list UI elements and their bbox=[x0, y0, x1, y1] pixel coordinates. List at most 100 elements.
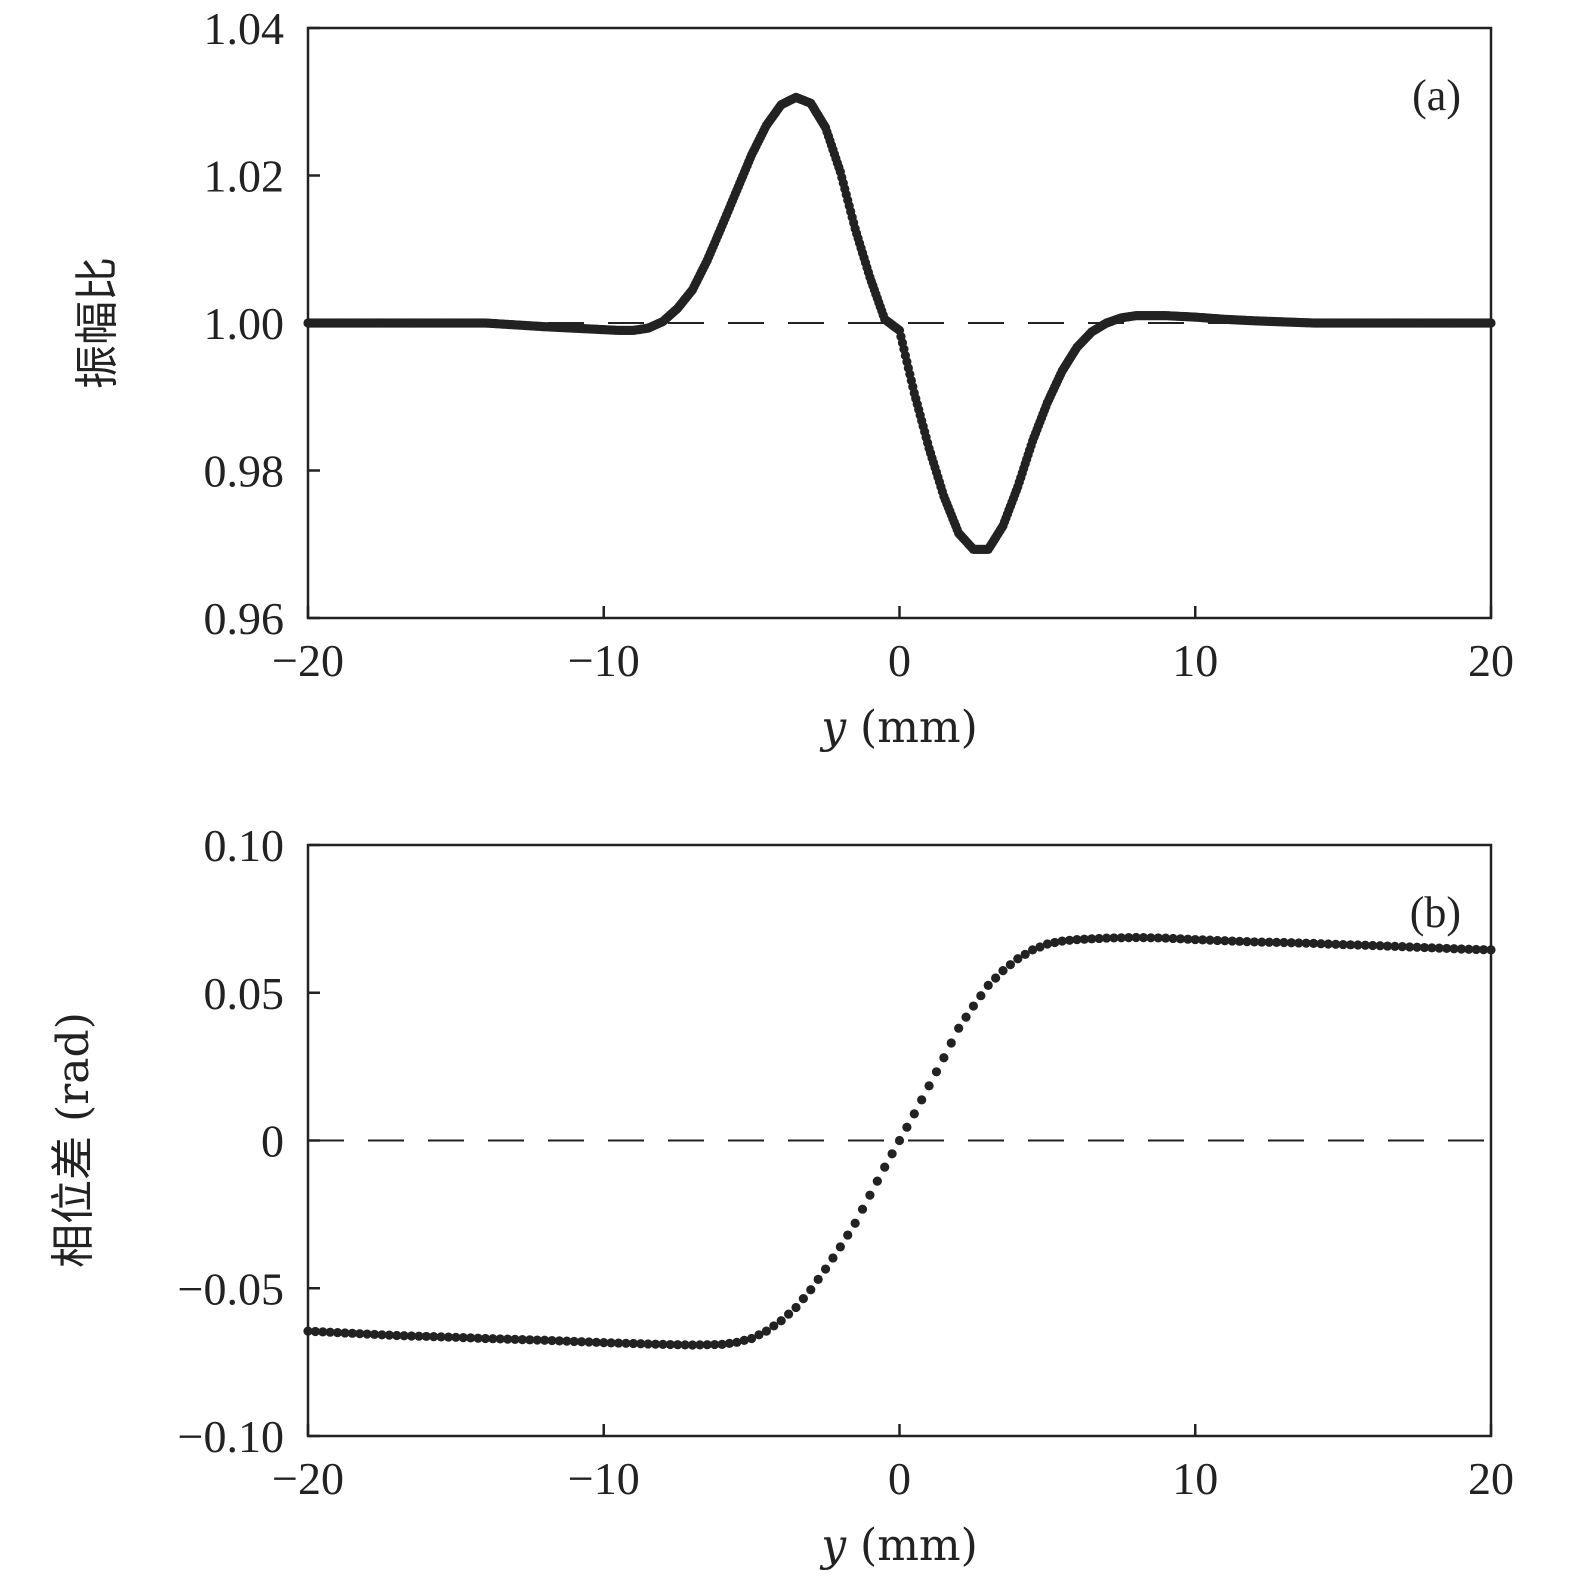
data-point bbox=[739, 1335, 749, 1346]
data-point bbox=[554, 1336, 564, 1346]
data-point bbox=[1242, 937, 1252, 947]
data-point bbox=[1397, 942, 1407, 952]
data-point bbox=[599, 1338, 609, 1348]
data-point bbox=[798, 1293, 808, 1304]
data-point bbox=[362, 1329, 372, 1339]
data-point bbox=[466, 1333, 476, 1343]
x-tick-label: 0 bbox=[888, 635, 911, 686]
data-point bbox=[754, 1330, 764, 1340]
data-point bbox=[1271, 937, 1282, 947]
data-point bbox=[1198, 935, 1208, 945]
data-point bbox=[1205, 935, 1215, 945]
data-point bbox=[1116, 933, 1126, 943]
data-point bbox=[340, 1328, 350, 1338]
data-point bbox=[1161, 933, 1171, 943]
x-axis-label: y (mm) bbox=[819, 1520, 978, 1571]
data-point bbox=[673, 1340, 683, 1350]
data-point bbox=[1301, 938, 1311, 948]
data-point bbox=[495, 1334, 505, 1344]
data-point bbox=[1138, 933, 1149, 943]
data-point bbox=[1212, 935, 1223, 946]
data-point bbox=[332, 1327, 343, 1338]
data-point bbox=[946, 1038, 956, 1048]
data-point bbox=[1020, 949, 1030, 959]
data-point bbox=[591, 1337, 601, 1347]
data-point bbox=[488, 1334, 498, 1344]
data-point bbox=[909, 1109, 919, 1119]
data-point bbox=[606, 1338, 616, 1348]
y-axis-label: 相位差 (rad) bbox=[48, 1012, 99, 1268]
data-point bbox=[1168, 933, 1178, 944]
data-point bbox=[761, 1326, 772, 1336]
data-series bbox=[303, 92, 1496, 555]
data-point bbox=[436, 1332, 446, 1342]
data-point bbox=[1353, 940, 1363, 950]
data-point bbox=[1464, 944, 1474, 954]
data-point bbox=[813, 1274, 823, 1284]
data-point bbox=[443, 1332, 454, 1342]
data-point bbox=[658, 1339, 668, 1349]
data-point bbox=[835, 1242, 845, 1252]
data-point bbox=[1434, 943, 1444, 953]
data-point bbox=[510, 1334, 520, 1344]
data-point bbox=[1479, 945, 1489, 955]
data-point bbox=[1079, 934, 1089, 944]
data-point bbox=[1131, 932, 1141, 943]
data-point bbox=[584, 1337, 594, 1347]
y-tick-label: 1.00 bbox=[204, 298, 285, 349]
data-point bbox=[517, 1334, 528, 1345]
data-point bbox=[414, 1331, 424, 1341]
panel-label: (b) bbox=[1410, 888, 1461, 937]
data-point bbox=[917, 1095, 927, 1105]
data-point bbox=[384, 1330, 394, 1340]
data-point bbox=[347, 1328, 357, 1338]
data-point bbox=[613, 1338, 624, 1348]
data-point bbox=[1153, 933, 1163, 943]
y-tick-label: 0.96 bbox=[204, 593, 285, 644]
data-point bbox=[747, 1333, 757, 1344]
data-point bbox=[857, 1204, 868, 1214]
data-point bbox=[1316, 939, 1326, 949]
data-point bbox=[1279, 937, 1289, 948]
data-point bbox=[924, 1081, 934, 1091]
data-point bbox=[872, 1176, 882, 1186]
data-point bbox=[628, 1338, 638, 1349]
data-point bbox=[1375, 941, 1385, 951]
x-tick-label: 20 bbox=[1468, 635, 1514, 686]
x-axis-variable: y bbox=[819, 702, 847, 753]
data-point bbox=[1368, 940, 1378, 951]
data-series bbox=[303, 932, 1496, 1350]
data-point bbox=[1183, 934, 1193, 944]
x-tick-label: −10 bbox=[568, 635, 640, 686]
data-point bbox=[1442, 943, 1452, 954]
data-point bbox=[865, 1190, 875, 1200]
data-point bbox=[1227, 936, 1237, 946]
data-point bbox=[1382, 941, 1393, 951]
x-axis-label: y (mm) bbox=[819, 702, 978, 753]
data-point bbox=[540, 1335, 550, 1345]
data-point bbox=[769, 1321, 779, 1331]
data-point bbox=[1027, 945, 1038, 955]
data-point bbox=[710, 1339, 720, 1350]
data-point bbox=[532, 1335, 542, 1345]
data-point bbox=[1005, 960, 1016, 970]
data-point bbox=[547, 1335, 557, 1346]
data-point bbox=[702, 1340, 712, 1350]
data-point bbox=[1345, 940, 1356, 950]
data-point bbox=[355, 1329, 365, 1339]
data-point bbox=[1264, 937, 1274, 947]
data-point bbox=[850, 1218, 860, 1228]
data-point bbox=[480, 1333, 491, 1344]
y-tick-label: 1.04 bbox=[204, 3, 285, 54]
data-point bbox=[1331, 939, 1341, 949]
panel-b: −20 −10 0 10 20 −0.10 −0.05 0 0.05 0.10 (b) y (mm) 相… bbox=[48, 820, 1514, 1571]
data-point bbox=[1094, 933, 1104, 944]
x-tick-label: −20 bbox=[272, 1453, 344, 1504]
data-point bbox=[1057, 936, 1067, 946]
data-point bbox=[562, 1336, 572, 1346]
data-point bbox=[1220, 936, 1230, 946]
data-point bbox=[1109, 933, 1119, 943]
data-point bbox=[1035, 942, 1045, 952]
data-point bbox=[961, 1012, 971, 1022]
